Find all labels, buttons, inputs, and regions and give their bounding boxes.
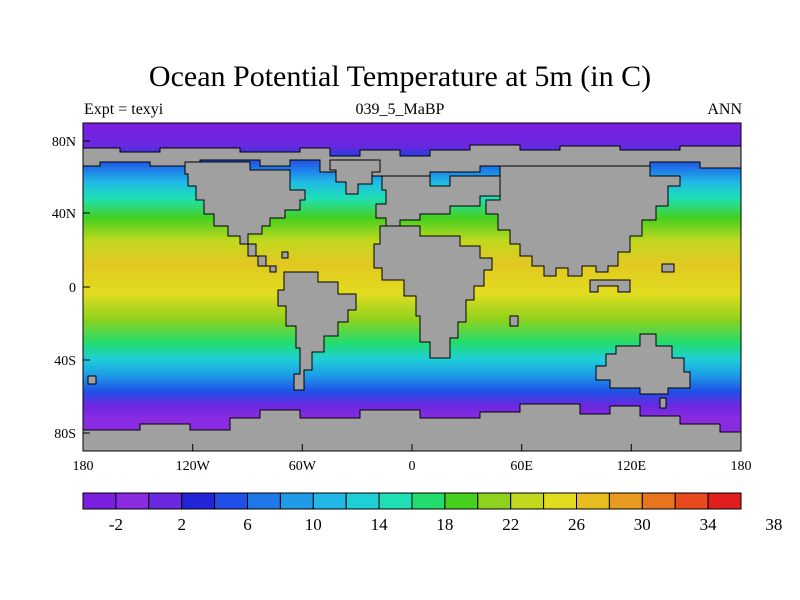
land-japan: [661, 263, 675, 273]
land-africa: [373, 225, 493, 359]
colorbar-label: 2: [177, 515, 186, 534]
lon-labels: 180 120W 60W 0 60E 120E 180: [73, 459, 752, 474]
colorbar-swatch: [378, 492, 413, 510]
land-australia: [595, 333, 691, 395]
land-antarctica: [83, 403, 741, 451]
land-asia: [485, 165, 681, 277]
colorbar-label: 26: [568, 515, 585, 534]
land-masses: [83, 144, 741, 451]
colorbar-label: 10: [305, 515, 322, 534]
colorbar-swatch: [247, 492, 281, 510]
lat-label: 40S: [54, 354, 76, 369]
colorbar-swatch: [641, 492, 676, 510]
lat-label: 80S: [54, 427, 76, 442]
colorbar-label: 34: [700, 515, 718, 534]
colorbar-label: 6: [243, 515, 252, 534]
land-europe: [375, 175, 501, 231]
colorbar-label: 30: [634, 515, 651, 534]
lon-label: 180: [731, 459, 752, 474]
lon-label: 60W: [289, 459, 317, 474]
land-south-america: [277, 271, 357, 391]
colorbar-label: -2: [109, 515, 123, 534]
colorbar-swatch: [148, 492, 183, 510]
season-label: ANN: [707, 101, 742, 118]
map-title: Ocean Potential Temperature at 5m (in C): [148, 60, 652, 93]
colorbar-swatch: [674, 492, 709, 510]
colorbar-swatch: [181, 492, 216, 510]
colorbar-swatch: [543, 492, 577, 510]
experiment-label: Expt = texyi: [84, 101, 164, 118]
colorbar-swatch: [576, 492, 610, 510]
colorbar-label: 22: [502, 515, 519, 534]
colorbar-swatch: [707, 492, 742, 510]
lon-tick-marks: [82, 444, 742, 451]
lon-label: 180: [73, 459, 94, 474]
colorbar-swatch: [312, 492, 347, 510]
colorbar-swatch: [82, 492, 117, 510]
lat-label: 0: [69, 281, 76, 296]
period-label: 039_5_MaBP: [355, 101, 445, 118]
colorbar-swatch: [608, 492, 643, 510]
land-central-america: [247, 243, 277, 273]
land-island: [87, 375, 97, 385]
lat-tick-marks: [83, 140, 90, 434]
colorbar: [82, 492, 742, 510]
land-new-zealand: [659, 397, 667, 409]
colorbar-swatch: [444, 492, 479, 510]
lon-label: 0: [409, 459, 416, 474]
land-madagascar: [509, 315, 519, 327]
lon-label: 120W: [176, 459, 211, 474]
colorbar-label: 18: [436, 515, 453, 534]
colorbar-swatch: [411, 492, 446, 510]
colorbar-labels: -226101418222630343842: [109, 515, 783, 534]
lon-label: 120E: [617, 459, 647, 474]
lat-labels: 80N 40N 0 40S 80S: [52, 135, 76, 442]
land-north-america: [184, 161, 306, 245]
colorbar-label: 38: [765, 515, 782, 534]
colorbar-swatch: [214, 492, 249, 510]
lat-label: 80N: [52, 135, 76, 150]
land-island: [281, 251, 289, 259]
colorbar-swatch: [477, 492, 512, 510]
colorbar-swatch: [345, 492, 380, 510]
land-arctic: [83, 144, 741, 181]
land-indonesia: [589, 279, 631, 293]
colorbar-swatch: [510, 492, 545, 510]
land-greenland: [329, 159, 381, 195]
colorbar-swatch: [279, 492, 314, 510]
lat-label: 40N: [52, 207, 76, 222]
lon-label: 60E: [510, 459, 533, 474]
colorbar-label: 14: [371, 515, 389, 534]
colorbar-swatch: [115, 492, 150, 510]
